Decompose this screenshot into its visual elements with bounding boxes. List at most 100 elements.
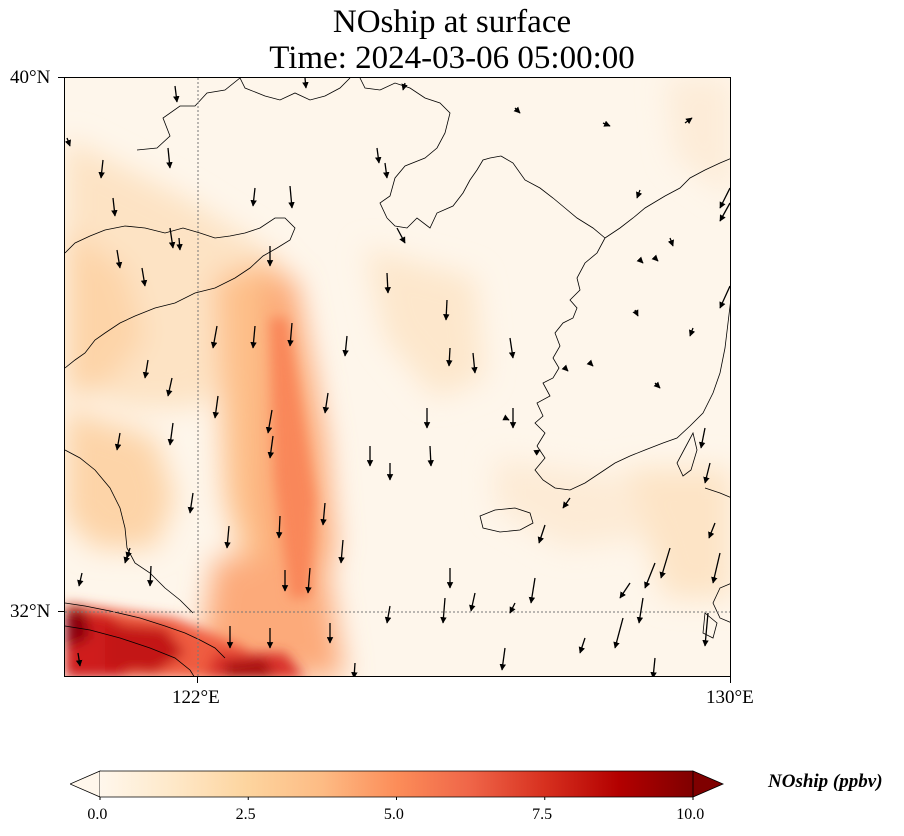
lat-tick-32n — [58, 611, 64, 612]
colorbar-title: NOship (ppbv) — [768, 771, 883, 792]
wind-arrow — [719, 187, 730, 209]
wind-arrow — [636, 189, 643, 199]
wind-arrow — [659, 547, 671, 579]
colorbar-gradient — [100, 771, 693, 797]
wind-arrow — [147, 565, 154, 587]
colorbar-tick-label: 0.0 — [87, 806, 108, 823]
wind-arrow — [250, 187, 257, 207]
wind-arrow — [140, 267, 148, 287]
wind-arrow — [322, 392, 330, 414]
wind-arrow — [265, 409, 273, 434]
wind-arrow — [166, 147, 173, 169]
map-title-line-1: NOship at surface — [332, 4, 572, 40]
wind-arrow — [250, 325, 257, 349]
wind-arrow — [338, 539, 345, 564]
lon-tick-130e — [730, 677, 731, 683]
wind-arrow — [375, 147, 382, 164]
wind-arrow — [708, 522, 716, 539]
wind-arrow — [667, 237, 674, 247]
wind-arrow — [471, 352, 478, 374]
concentration-field — [65, 78, 730, 676]
colorbar-tick-label: 2.5 — [235, 806, 256, 823]
wind-arrow — [719, 202, 730, 222]
wind-arrow — [142, 359, 150, 379]
wind-arrow — [384, 272, 391, 294]
wind-arrow — [320, 502, 327, 526]
wind-arrow — [401, 82, 408, 91]
wind-arrow — [578, 637, 586, 654]
wind-arrow — [77, 572, 84, 587]
map-panel — [64, 77, 731, 677]
wind-arrow — [443, 299, 450, 321]
wind-arrow — [508, 337, 516, 359]
lon-label-130e: 130°E — [706, 687, 754, 708]
lat-label-32n: 32°N — [10, 601, 51, 622]
wind-arrow — [342, 335, 349, 357]
wind-arrow — [650, 657, 657, 676]
wind-arrow — [114, 432, 122, 451]
wind-arrow — [537, 524, 546, 544]
wind-arrow — [173, 85, 180, 103]
map-title-line-2: Time: 2024-03-06 05:00:00 — [269, 40, 635, 76]
wind-arrow — [636, 256, 644, 264]
wind-arrow — [513, 106, 521, 114]
colorbar-extend-max — [692, 770, 725, 798]
wind-arrow — [528, 577, 536, 604]
colorbar — [70, 770, 725, 800]
wind-arrow — [166, 377, 173, 397]
wind-arrow — [125, 547, 132, 559]
wind-arrow — [644, 562, 656, 589]
wind-arrow — [176, 237, 183, 251]
wind-arrow — [187, 492, 195, 514]
wind-arrow — [98, 159, 105, 179]
wind-arrow — [698, 427, 706, 449]
wind-arrow — [75, 652, 83, 667]
wind-arrow — [619, 582, 631, 599]
wind-arrow — [167, 422, 175, 446]
wind-vectors — [65, 78, 730, 676]
wind-arrow — [111, 197, 118, 217]
wind-arrow — [427, 445, 434, 467]
wind-arrow — [711, 552, 721, 584]
wind-arrow — [212, 395, 220, 419]
wind-arrow — [440, 597, 447, 624]
wind-arrow — [469, 592, 476, 612]
colorbar-extend-min — [70, 770, 101, 798]
wind-arrow — [168, 227, 176, 249]
wind-arrow — [383, 162, 390, 179]
wind-arrow — [636, 597, 644, 624]
wind-arrow — [562, 497, 571, 509]
wind-arrow — [384, 605, 392, 624]
wind-arrow — [287, 322, 294, 347]
wind-arrow — [267, 435, 275, 459]
wind-arrow — [305, 567, 312, 594]
wind-arrow — [684, 117, 693, 125]
wind-arrow — [509, 602, 516, 614]
wind-arrow — [302, 78, 309, 89]
colorbar-tick-label: 5.0 — [383, 806, 404, 823]
wind-arrow — [653, 381, 661, 389]
map-canvas — [65, 78, 730, 676]
wind-arrow — [351, 662, 358, 676]
colorbar-tick-label: 10.0 — [676, 806, 705, 823]
wind-arrow — [561, 364, 569, 372]
wind-arrow — [115, 249, 123, 269]
wind-arrow — [224, 525, 231, 549]
coastlines — [65, 78, 730, 676]
lon-tick-122e — [197, 677, 198, 683]
wind-arrow — [446, 347, 453, 367]
wind-arrow — [533, 449, 541, 456]
wind-arrow — [632, 309, 639, 317]
colorbar-tick-label: 7.5 — [532, 806, 553, 823]
lat-label-40n: 40°N — [10, 67, 51, 88]
wind-arrow — [702, 612, 709, 647]
wind-arrow — [502, 414, 510, 421]
wind-arrow — [288, 185, 295, 209]
colorbar-ticks — [99, 797, 694, 800]
wind-arrow — [703, 462, 711, 484]
wind-arrow — [65, 137, 71, 147]
wind-arrow — [719, 285, 730, 309]
wind-arrow — [689, 327, 696, 337]
wind-arrow — [602, 120, 611, 127]
wind-arrow — [586, 359, 594, 367]
